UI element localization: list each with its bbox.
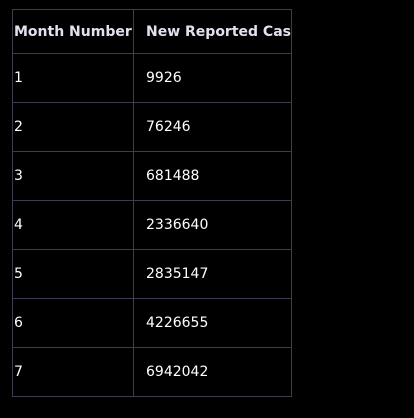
- new-reported-cases-cell: 76246: [133, 102, 292, 152]
- table-row: 5 2835147: [12, 249, 292, 299]
- table-row: 3 681488: [12, 151, 292, 201]
- new-reported-cases-cell: 2336640: [133, 200, 292, 250]
- new-reported-cases-cell: 2835147: [133, 249, 292, 299]
- header-month-number: Month Number: [12, 9, 134, 54]
- new-reported-cases-cell: 9926: [133, 53, 292, 103]
- month-number-cell: 6: [12, 298, 134, 348]
- table-row: 7 6942042: [12, 347, 292, 397]
- table-row: 6 4226655: [12, 298, 292, 348]
- month-number-cell: 2: [12, 102, 134, 152]
- table-row: 4 2336640: [12, 200, 292, 250]
- new-reported-cases-cell: 6942042: [133, 347, 292, 397]
- new-reported-cases-cell: 4226655: [133, 298, 292, 348]
- month-number-cell: 1: [12, 53, 134, 103]
- new-reported-cases-cell: 681488: [133, 151, 292, 201]
- header-row: Month Number New Reported Cases: [12, 9, 292, 54]
- month-number-cell: 4: [12, 200, 134, 250]
- month-number-cell: 5: [12, 249, 134, 299]
- table-row: 1 9926: [12, 53, 292, 103]
- table-row: 2 76246: [12, 102, 292, 152]
- month-number-cell: 3: [12, 151, 134, 201]
- data-table: Month Number New Reported Cases 1 9926 2…: [12, 9, 292, 397]
- month-number-cell: 7: [12, 347, 134, 397]
- header-new-reported-cases: New Reported Cases: [133, 9, 292, 54]
